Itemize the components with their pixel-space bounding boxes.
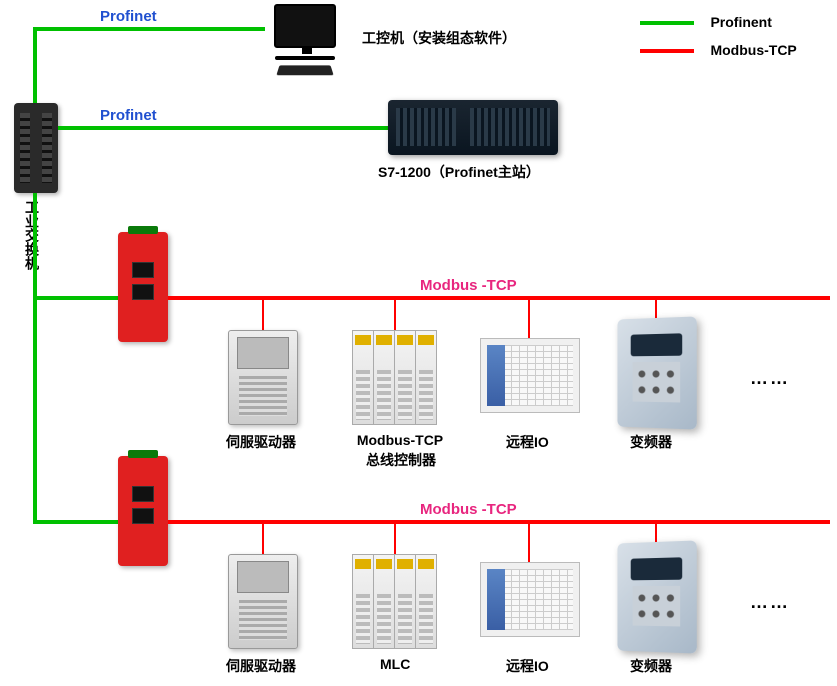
modbus-bus-label: Modbus -TCP <box>420 277 517 294</box>
vfd-icon <box>617 316 696 429</box>
remoteio-label: 远程IO <box>506 656 549 676</box>
modbus-drop <box>262 298 264 332</box>
pc-label: 工控机（安装组态软件） <box>362 28 516 48</box>
legend: Profinent Modbus-TCP <box>640 14 797 60</box>
pc-icon <box>265 4 345 79</box>
bus-controller-icon <box>352 330 437 425</box>
profinet-line <box>33 193 37 523</box>
plc-icon <box>388 100 558 155</box>
servo-label: 伺服驱动器 <box>226 432 296 452</box>
busctrl-label: Modbus-TCP <box>350 432 450 448</box>
modbus-bus-label: Modbus -TCP <box>420 501 517 518</box>
gateway-icon <box>118 232 168 342</box>
modbus-drop <box>394 522 396 556</box>
profinet-line <box>33 27 265 31</box>
legend-label-modbus: Modbus-TCP <box>710 42 796 58</box>
modbus-drop <box>655 522 657 544</box>
modbus-drop <box>394 298 396 332</box>
switch-label: 工业交换机 <box>22 200 42 270</box>
vfd-label: 变频器 <box>630 432 672 452</box>
gateway-icon <box>118 456 168 566</box>
mlc-label: MLC <box>380 656 410 672</box>
vfd-label: 变频器 <box>630 656 672 676</box>
remote-io-icon <box>480 338 580 413</box>
ellipsis: …… <box>750 592 790 613</box>
busctrl-label2: 总线控制器 <box>358 450 444 470</box>
remoteio-label: 远程IO <box>506 432 549 452</box>
servo-icon <box>228 554 298 649</box>
servo-icon <box>228 330 298 425</box>
modbus-drop <box>528 522 530 562</box>
legend-line-modbus <box>640 49 694 53</box>
modbus-drop <box>528 298 530 338</box>
mlc-icon <box>352 554 437 649</box>
modbus-drop <box>262 522 264 556</box>
legend-line-profinet <box>640 21 694 25</box>
profinet-line <box>33 27 37 103</box>
profinet-label: Profinet <box>100 107 157 124</box>
vfd-icon <box>617 540 696 653</box>
servo-label: 伺服驱动器 <box>226 656 296 676</box>
industrial-switch-icon <box>14 103 58 193</box>
remote-io-icon <box>480 562 580 637</box>
modbus-line <box>168 296 830 300</box>
legend-label-profinet: Profinent <box>710 14 771 30</box>
ellipsis: …… <box>750 368 790 389</box>
profinet-line <box>33 520 118 524</box>
profinet-line <box>58 126 388 130</box>
plc-label: S7-1200（Profinet主站） <box>378 162 540 182</box>
modbus-drop <box>655 298 657 320</box>
modbus-line <box>168 520 830 524</box>
profinet-label: Profinet <box>100 8 157 25</box>
profinet-line <box>33 296 118 300</box>
